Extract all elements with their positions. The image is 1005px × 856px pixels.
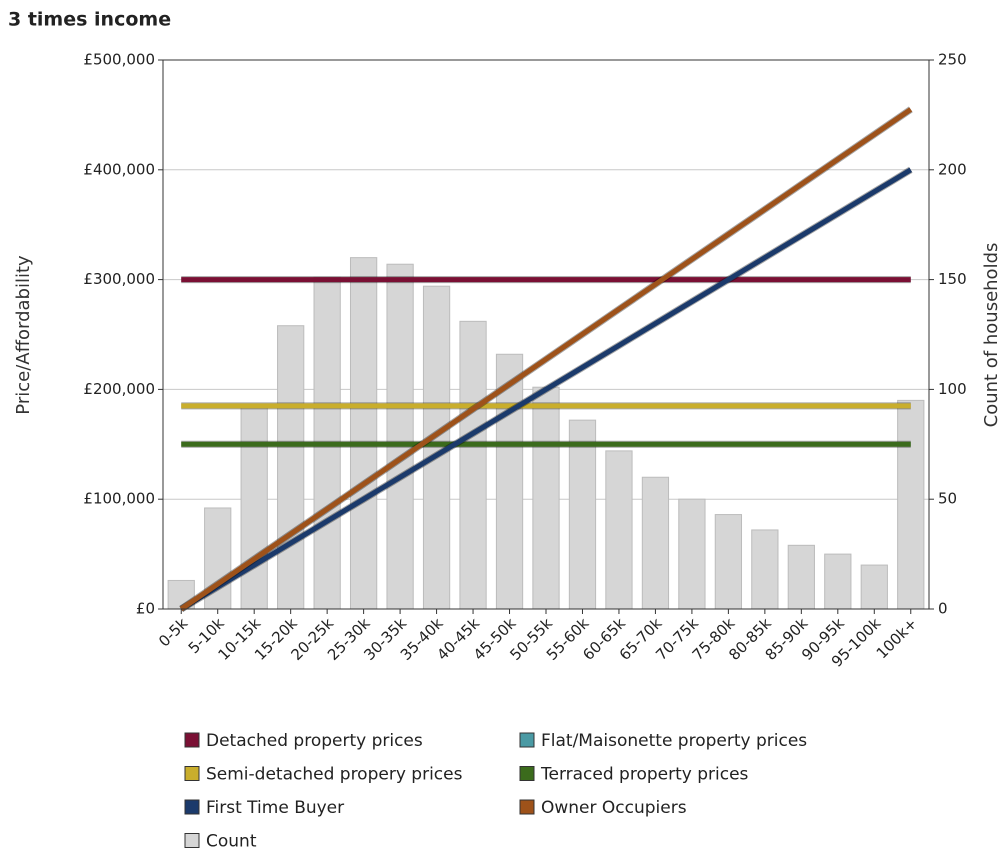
legend-swatch xyxy=(184,833,200,848)
y-tick-label: £500,000 xyxy=(83,51,155,69)
y-tick-label: £400,000 xyxy=(83,160,155,178)
plot-border xyxy=(162,59,930,610)
bar xyxy=(167,579,195,610)
legend-swatch xyxy=(184,799,200,815)
y-tick-label: £0 xyxy=(136,600,155,618)
y-tick-label: £200,000 xyxy=(83,380,155,398)
chart-title: 3 times income xyxy=(8,9,171,31)
bar xyxy=(277,325,305,610)
legend-label: Semi-detached propery prices xyxy=(206,765,463,785)
legend-swatch xyxy=(184,732,200,748)
bar xyxy=(532,386,560,610)
bar xyxy=(568,419,597,610)
line xyxy=(179,107,913,612)
bar xyxy=(459,320,487,610)
y-tick-label: £300,000 xyxy=(83,270,155,288)
bar xyxy=(787,544,815,610)
legend-label: Count xyxy=(206,832,257,852)
bar xyxy=(641,476,670,610)
legend-label: Detached property prices xyxy=(206,731,423,751)
y-tick-label: £100,000 xyxy=(83,490,155,508)
line xyxy=(179,167,913,612)
y2-axis-label: Count of households xyxy=(981,243,1002,428)
legend-label: Terraced property prices xyxy=(540,765,749,785)
bar xyxy=(240,404,268,610)
bar xyxy=(751,529,779,610)
y2-tick-label: 150 xyxy=(938,270,967,288)
legend-swatch xyxy=(519,732,535,748)
legend-swatch xyxy=(184,766,200,781)
bar xyxy=(678,498,706,610)
y2-tick-label: 50 xyxy=(938,490,957,508)
bar xyxy=(714,514,743,610)
y2-tick-label: 250 xyxy=(938,51,967,69)
bar xyxy=(860,564,888,610)
legend-swatch xyxy=(519,766,535,781)
legend-label: Owner Occupiers xyxy=(541,798,687,818)
bar xyxy=(386,263,414,610)
bar xyxy=(605,450,633,610)
bar xyxy=(824,553,852,610)
legend-label: Flat/Maisonette property prices xyxy=(541,731,807,751)
legend-swatch xyxy=(519,799,535,815)
y2-tick-label: 200 xyxy=(938,160,967,178)
legend-label: First Time Buyer xyxy=(206,798,344,818)
y-axis-label: Price/Affordability xyxy=(13,255,34,415)
bar xyxy=(495,353,524,610)
y2-tick-label: 100 xyxy=(938,380,967,398)
y2-tick-label: 0 xyxy=(938,600,948,618)
bar xyxy=(349,257,378,610)
bar xyxy=(897,399,925,610)
